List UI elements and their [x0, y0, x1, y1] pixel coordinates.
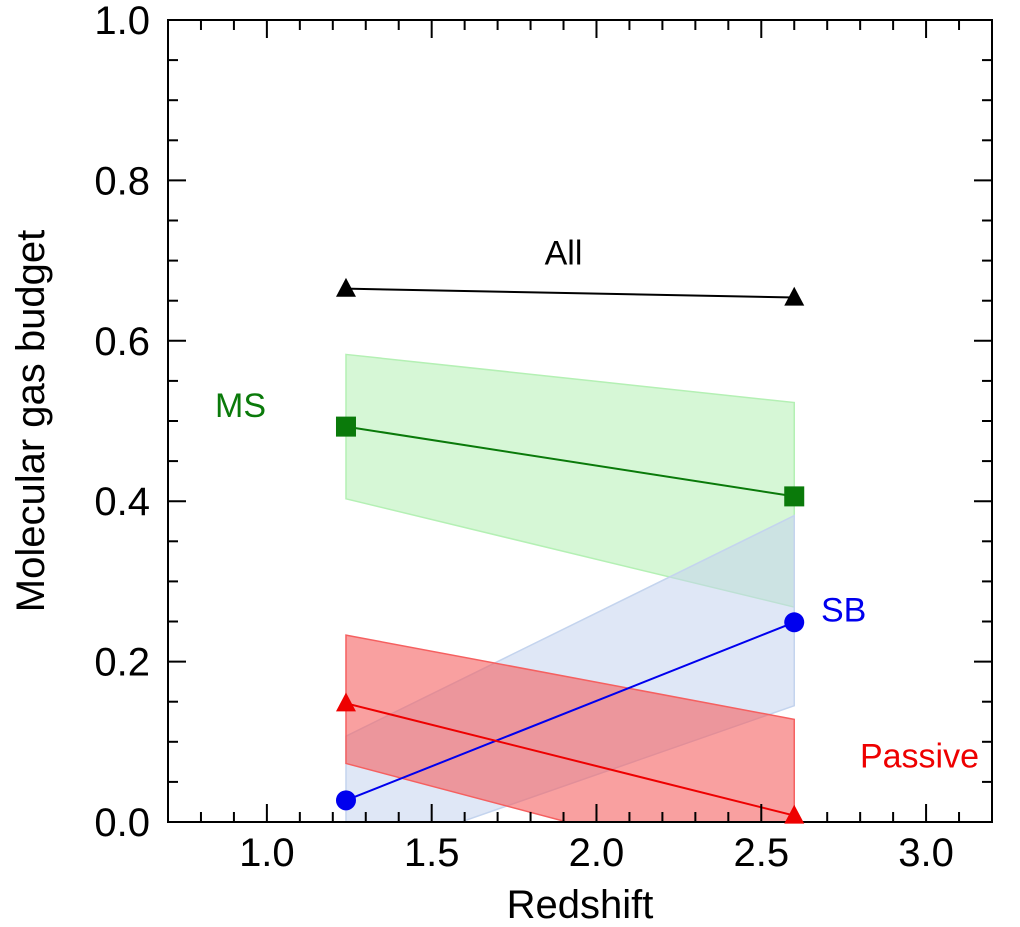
x-tick-label: 1.0 — [239, 831, 295, 875]
series-labels: All MS SB Passive — [215, 235, 979, 776]
y-tick-label: 0.2 — [94, 641, 150, 685]
label-sb: SB — [821, 591, 866, 629]
line-sb — [345, 621, 795, 802]
y-tick-label: 0.0 — [94, 801, 150, 845]
marker-all — [335, 277, 356, 297]
x-tick-label: 2.5 — [733, 831, 789, 875]
marker-ms — [784, 486, 805, 507]
y-tick-label: 1.0 — [94, 0, 150, 43]
uncertainty-bands — [345, 353, 795, 822]
marker-ms — [335, 416, 356, 437]
marker-passive — [335, 692, 356, 712]
series-lines — [345, 287, 795, 817]
y-tick-label: 0.4 — [94, 480, 150, 524]
marker-sb — [784, 612, 805, 633]
marker-sb — [335, 790, 356, 811]
tick-labels: 1.0 1.5 2.0 2.5 3.0 0.0 0.2 0.4 0.6 0.8 1.0 — [94, 0, 953, 875]
y-tick-label: 0.6 — [94, 320, 150, 364]
marker-all — [784, 286, 805, 306]
line-ms — [345, 425, 795, 498]
axis-ticks — [168, 20, 992, 822]
band-passive — [345, 634, 795, 822]
marker-passive — [784, 804, 805, 824]
line-all — [345, 287, 795, 299]
x-tick-label: 3.0 — [898, 831, 954, 875]
line-passive — [345, 702, 795, 817]
x-tick-label: 2.0 — [569, 831, 625, 875]
series-markers — [335, 277, 805, 824]
y-tick-label: 0.8 — [94, 159, 150, 203]
label-ms: MS — [215, 387, 266, 425]
x-axis-title: Redshift — [507, 883, 654, 927]
label-all: All — [545, 235, 583, 273]
label-passive: Passive — [860, 737, 979, 775]
x-tick-label: 1.5 — [404, 831, 460, 875]
y-axis-title: Molecular gas budget — [9, 230, 53, 612]
